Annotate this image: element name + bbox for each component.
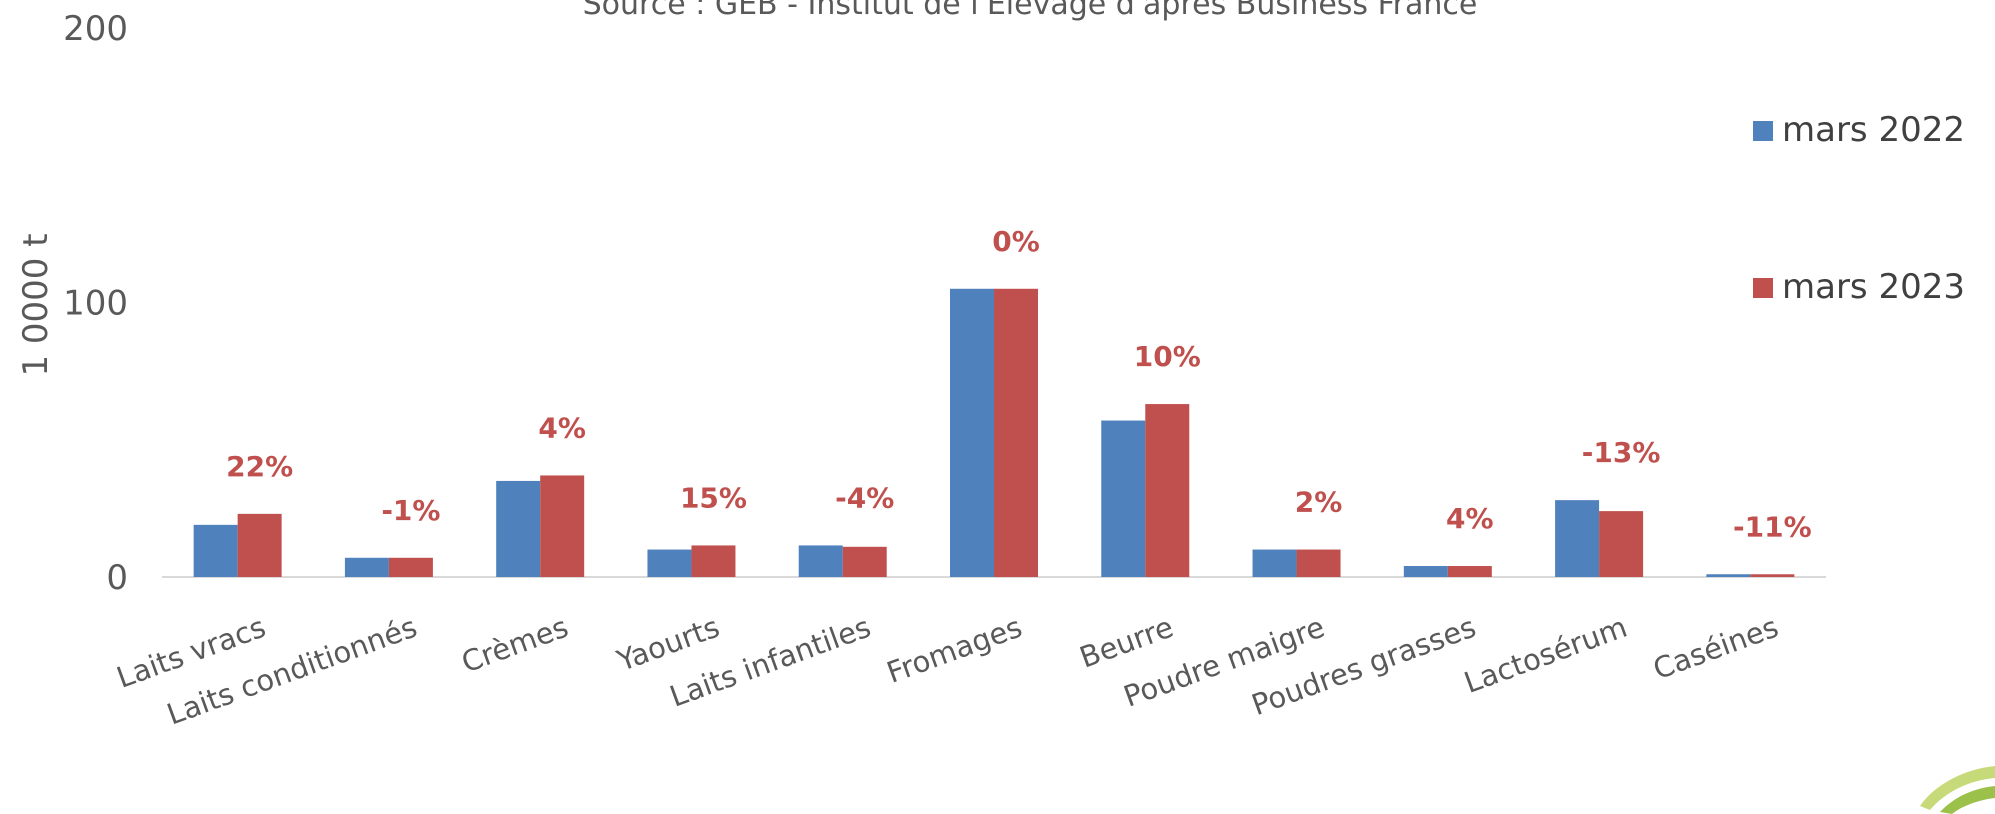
bar-mars-2022 — [1403, 566, 1448, 577]
y-tick-label: 200 — [63, 9, 128, 49]
data-label: 10% — [1134, 340, 1201, 373]
legend-label: mars 2022 — [1782, 110, 1965, 150]
bar-mars-2023 — [237, 513, 282, 577]
legend-label: mars 2023 — [1782, 267, 1965, 307]
data-label: 2% — [1295, 486, 1343, 519]
data-label: -4% — [835, 481, 894, 514]
data-label: -13% — [1582, 436, 1661, 469]
bars-group — [193, 288, 1795, 577]
bar-mars-2023 — [994, 288, 1038, 577]
y-tick-label: 0 — [106, 558, 128, 598]
data-label: 15% — [680, 481, 747, 514]
x-tick-label: Caséines — [1649, 610, 1783, 687]
bar-mars-2022 — [798, 545, 843, 577]
bar-mars-2022 — [1706, 574, 1751, 577]
legend: mars 2022 mars 2023 — [1753, 110, 1965, 307]
chart-source: Source : GEB - Institut de l'Elevage d'a… — [583, 0, 1478, 22]
data-label: 4% — [1446, 502, 1494, 535]
x-tick-label: Lactosérum — [1460, 610, 1632, 700]
y-tick-label: 100 — [63, 284, 128, 324]
bar-mars-2023 — [1145, 404, 1190, 577]
bar-mars-2023 — [691, 545, 736, 577]
x-tick-label: Beurre — [1075, 610, 1177, 675]
bar-mars-2022 — [344, 557, 389, 577]
bar-mars-2022 — [1555, 500, 1600, 577]
x-tick-label: Laits conditionnés — [162, 610, 421, 732]
legend-swatch — [1753, 278, 1773, 298]
data-label: 4% — [538, 411, 586, 444]
bar-mars-2023 — [388, 557, 433, 577]
bar-mars-2022 — [647, 549, 692, 577]
bar-mars-2022 — [193, 524, 238, 577]
bar-mars-2023 — [1447, 566, 1492, 577]
bar-mars-2022 — [1101, 420, 1146, 577]
logo-graphic — [1920, 766, 1995, 814]
bar-mars-2023 — [842, 546, 887, 577]
y-axis-label: 1 0000 t — [16, 233, 56, 376]
bar-mars-2023 — [1750, 574, 1795, 577]
bar-mars-2023 — [540, 475, 585, 577]
bar-mars-2022 — [1252, 549, 1297, 577]
data-label: 22% — [226, 450, 293, 483]
y-axis-ticks: 0 100 200 — [63, 9, 128, 598]
data-label: -11% — [1733, 510, 1812, 543]
data-label: 0% — [992, 225, 1040, 258]
bar-mars-2022 — [496, 480, 541, 577]
x-tick-label: Fromages — [882, 610, 1026, 690]
x-tick-label: Crèmes — [457, 610, 573, 680]
bar-mars-2022 — [950, 288, 994, 577]
bar-mars-2023 — [1599, 511, 1644, 577]
legend-swatch — [1753, 121, 1773, 141]
bar-mars-2023 — [1296, 549, 1341, 577]
data-labels: 22% -1% 4% 15% -4% 0% 10% 2% 4% -13% -11% — [226, 225, 1812, 543]
data-label: -1% — [381, 494, 440, 527]
